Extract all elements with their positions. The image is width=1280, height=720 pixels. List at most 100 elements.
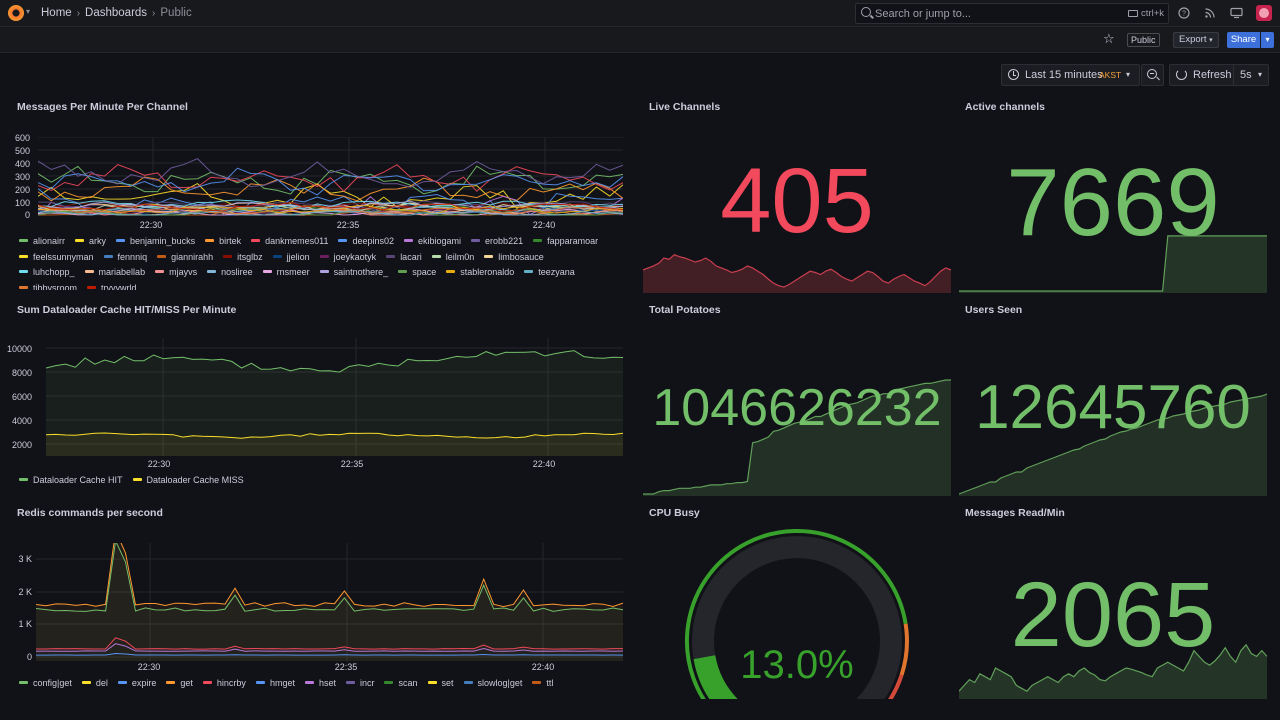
legend-item[interactable]: hmget [255, 676, 295, 692]
legend-item[interactable]: Dataloader Cache HIT [19, 473, 123, 489]
y-axis-tick: 8000 [11, 368, 32, 378]
share-menu-chevron-icon[interactable]: ▾ [1261, 32, 1274, 48]
legend-item[interactable]: rnsmeer [262, 265, 310, 281]
legend-item[interactable]: slowlog|get [463, 676, 523, 692]
panel-redis-commands[interactable]: Redis commands per second 3 K 2 K 1 K 0 22:… [17, 507, 627, 692]
sparkline-area [959, 235, 1267, 293]
panel-messages-per-minute[interactable]: Messages Per Minute Per Channel 600 500 40… [15, 101, 627, 290]
panel-messages-read[interactable]: Messages Read/Min 2065 [959, 507, 1267, 699]
legend-item[interactable]: joeykaotyk [319, 250, 376, 266]
legend-item[interactable]: saintnothere_ [319, 265, 388, 281]
legend-swatch [319, 254, 329, 258]
legend-item[interactable]: lacari [386, 250, 422, 266]
legend-label: itsglbz [237, 251, 263, 262]
series-line [36, 543, 623, 612]
grafana-logo-icon[interactable] [8, 5, 24, 21]
panel-title: Active channels [965, 101, 1045, 113]
legend-item[interactable]: limbosauce [484, 250, 544, 266]
legend-label: luhchopp_ [33, 267, 75, 277]
legend-item[interactable]: fapparamoar [533, 234, 598, 250]
chevron-down-icon[interactable]: ▾ [26, 7, 31, 16]
legend-item[interactable]: arky [75, 234, 106, 250]
legend-item[interactable]: jjelion [272, 250, 310, 266]
panel-users-seen[interactable]: Users Seen 12645760 [959, 304, 1267, 496]
legend-item[interactable]: set [427, 676, 454, 692]
legend-label: expire [131, 678, 157, 688]
legend-label: Dataloader Cache HIT [33, 475, 123, 485]
panel-live-channels[interactable]: Live Channels 405 [643, 101, 951, 293]
search-input[interactable]: Search or jump to... ctrl+k [855, 3, 1169, 24]
legend-item[interactable]: nosliree [207, 265, 253, 281]
legend-item[interactable]: del [81, 676, 108, 692]
panel-title: CPU Busy [649, 507, 700, 519]
refresh-interval[interactable]: 5s [1240, 69, 1252, 81]
sparkline [959, 643, 1267, 699]
panel-title: Total Potatoes [649, 304, 721, 316]
legend-swatch [255, 681, 265, 684]
series-area [36, 543, 623, 661]
legend-label: slowlog|get [477, 678, 523, 688]
legend-item[interactable]: stableronaldo [446, 265, 514, 281]
legend-item[interactable]: giannirahh [157, 250, 213, 266]
legend-swatch [463, 681, 473, 684]
y-axis-tick: 1 K [18, 619, 32, 629]
legend-item[interactable]: birtek [205, 234, 241, 250]
legend-item[interactable]: hincrby [202, 676, 246, 692]
legend-item[interactable]: mariabellab [84, 265, 145, 281]
refresh-picker[interactable]: Refresh 5s ▾ [1169, 64, 1269, 86]
legend-item[interactable]: luhchopp_ [19, 265, 75, 281]
legend-item[interactable]: ttl [532, 676, 553, 692]
legend-swatch [202, 681, 212, 684]
legend-item[interactable]: dankmemes011 [251, 234, 328, 250]
legend-item[interactable]: trvyywrld [87, 281, 137, 290]
legend-item[interactable]: fennniq [103, 250, 147, 266]
star-icon[interactable]: ☆ [1103, 31, 1115, 46]
timeseries-plot[interactable] [46, 338, 623, 456]
time-range-picker[interactable]: Last 15 minutes AKST ▾ [1001, 64, 1140, 86]
user-avatar[interactable] [1256, 5, 1272, 21]
panel-dataloader-cache[interactable]: Sum Dataloader Cache HIT/MISS Per Minute… [7, 304, 627, 489]
share-button[interactable]: Share [1227, 32, 1260, 48]
news-feed-icon[interactable] [1204, 7, 1216, 19]
chevron-down-icon: ▾ [1126, 70, 1131, 79]
y-axis-tick: 500 [14, 146, 30, 156]
export-button[interactable]: Export ▾ [1173, 32, 1219, 48]
breadcrumb-home[interactable]: Home [41, 7, 72, 19]
export-label: Export [1179, 34, 1207, 45]
legend-item[interactable]: scan [384, 676, 418, 692]
legend-item[interactable]: config|get [19, 676, 72, 692]
panel-cpu-busy[interactable]: CPU Busy 13.0% [643, 507, 951, 699]
legend-item[interactable]: Dataloader Cache MISS [132, 473, 244, 489]
legend-item[interactable]: mjayvs [155, 265, 197, 281]
help-icon[interactable]: ? [1178, 7, 1190, 19]
legend-label: giannirahh [171, 251, 214, 262]
legend-item[interactable]: alionairr [19, 234, 65, 250]
svg-text:?: ? [1182, 11, 1186, 18]
legend-label: nosliree [221, 267, 253, 277]
timeseries-plot[interactable] [36, 543, 623, 661]
legend-item[interactable]: tibbysroom [19, 281, 77, 290]
panel-title: Messages Per Minute Per Channel [17, 101, 188, 113]
legend-item[interactable]: teezyana [524, 265, 575, 281]
breadcrumb-dashboards[interactable]: Dashboards [85, 7, 148, 19]
legend-item[interactable]: hset [304, 676, 336, 692]
legend-item[interactable]: feelssunnyman [19, 250, 94, 266]
legend-item[interactable]: incr [345, 676, 374, 692]
legend-item[interactable]: erobb221 [471, 234, 523, 250]
panel-total-potatoes[interactable]: Total Potatoes 1046626232 [643, 304, 951, 496]
legend-item[interactable]: space [398, 265, 436, 281]
zoom-out-button[interactable] [1141, 64, 1164, 86]
legend-item[interactable]: leilm0n [431, 250, 474, 266]
kiosk-mode-icon[interactable] [1230, 7, 1243, 19]
y-axis-tick: 100 [14, 198, 30, 208]
panel-active-channels[interactable]: Active channels 7669 [959, 101, 1267, 293]
x-axis-tick: 22:35 [334, 662, 358, 672]
timeseries-plot[interactable] [38, 137, 623, 217]
legend-item[interactable]: expire [117, 676, 157, 692]
legend-item[interactable]: get [166, 676, 193, 692]
legend-item[interactable]: deepins02 [338, 234, 394, 250]
legend-item[interactable]: benjamin_bucks [116, 234, 195, 250]
gauge-threshold-red [888, 674, 904, 699]
legend-item[interactable]: ekibiogami [404, 234, 461, 250]
legend-item[interactable]: itsglbz [223, 250, 263, 266]
